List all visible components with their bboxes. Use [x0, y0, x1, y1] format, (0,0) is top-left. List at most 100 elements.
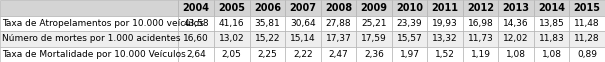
- Text: 2008: 2008: [325, 3, 352, 13]
- Text: Taxa de Atropelamentos por 10.000 veículos: Taxa de Atropelamentos por 10.000 veícul…: [2, 19, 204, 28]
- Text: 2,05: 2,05: [222, 50, 242, 59]
- Text: 17,59: 17,59: [361, 34, 387, 43]
- Bar: [321, 0, 356, 16]
- Text: 11,83: 11,83: [539, 34, 564, 43]
- Bar: [214, 0, 250, 16]
- Text: 16,60: 16,60: [183, 34, 209, 43]
- Text: 2006: 2006: [254, 3, 281, 13]
- Text: 2,22: 2,22: [293, 50, 313, 59]
- Bar: [534, 31, 569, 46]
- Text: 2011: 2011: [431, 3, 459, 13]
- Bar: [499, 16, 534, 31]
- Text: 25,21: 25,21: [361, 19, 387, 28]
- Bar: [178, 0, 214, 16]
- Text: 2015: 2015: [574, 3, 601, 13]
- Text: Número de mortes por 1.000 acidentes: Número de mortes por 1.000 acidentes: [2, 34, 181, 43]
- Bar: [569, 31, 605, 46]
- Bar: [214, 31, 250, 46]
- Text: Taxa de Mortalidade por 10.000 Veículos: Taxa de Mortalidade por 10.000 Veículos: [2, 50, 186, 59]
- Bar: [178, 16, 214, 31]
- Bar: [534, 0, 569, 16]
- Bar: [534, 16, 569, 31]
- Bar: [249, 46, 285, 62]
- Text: 11,28: 11,28: [574, 34, 600, 43]
- Bar: [356, 31, 392, 46]
- Bar: [569, 16, 605, 31]
- Text: 1,19: 1,19: [471, 50, 491, 59]
- Text: 2,47: 2,47: [329, 50, 348, 59]
- Text: 12,02: 12,02: [503, 34, 529, 43]
- Text: 2012: 2012: [467, 3, 494, 13]
- Text: 41,16: 41,16: [219, 19, 244, 28]
- Bar: [249, 0, 285, 16]
- Text: 0,89: 0,89: [577, 50, 597, 59]
- Text: 2,36: 2,36: [364, 50, 384, 59]
- Text: 2007: 2007: [289, 3, 316, 13]
- Text: 19,93: 19,93: [432, 19, 458, 28]
- Bar: [178, 46, 214, 62]
- Bar: [499, 0, 534, 16]
- Bar: [0, 31, 178, 46]
- Text: 15,14: 15,14: [290, 34, 316, 43]
- Bar: [214, 16, 250, 31]
- Text: 1,08: 1,08: [506, 50, 526, 59]
- Bar: [463, 0, 499, 16]
- Text: 2004: 2004: [183, 3, 210, 13]
- Bar: [321, 46, 356, 62]
- Text: 17,37: 17,37: [325, 34, 352, 43]
- Text: 2014: 2014: [538, 3, 565, 13]
- Text: 13,32: 13,32: [432, 34, 458, 43]
- Bar: [285, 46, 321, 62]
- Bar: [427, 46, 463, 62]
- Bar: [249, 31, 285, 46]
- Text: 1,52: 1,52: [435, 50, 455, 59]
- Text: 27,88: 27,88: [325, 19, 352, 28]
- Bar: [214, 46, 250, 62]
- Text: 1,97: 1,97: [399, 50, 419, 59]
- Text: 15,57: 15,57: [397, 34, 422, 43]
- Text: 16,98: 16,98: [468, 19, 494, 28]
- Bar: [356, 16, 392, 31]
- Bar: [285, 16, 321, 31]
- Bar: [285, 31, 321, 46]
- Bar: [285, 0, 321, 16]
- Text: 14,36: 14,36: [503, 19, 529, 28]
- Bar: [356, 0, 392, 16]
- Text: 15,22: 15,22: [255, 34, 280, 43]
- Text: 2009: 2009: [361, 3, 387, 13]
- Bar: [463, 46, 499, 62]
- Bar: [499, 46, 534, 62]
- Bar: [569, 0, 605, 16]
- Bar: [321, 16, 356, 31]
- Bar: [427, 31, 463, 46]
- Text: 2013: 2013: [503, 3, 529, 13]
- Text: 13,85: 13,85: [539, 19, 564, 28]
- Text: 2010: 2010: [396, 3, 423, 13]
- Text: 11,48: 11,48: [574, 19, 600, 28]
- Bar: [178, 31, 214, 46]
- Bar: [534, 46, 569, 62]
- Text: 30,64: 30,64: [290, 19, 316, 28]
- Text: 2,25: 2,25: [258, 50, 277, 59]
- Bar: [463, 31, 499, 46]
- Text: 1,08: 1,08: [541, 50, 561, 59]
- Bar: [391, 0, 427, 16]
- Text: 11,73: 11,73: [468, 34, 494, 43]
- Bar: [463, 16, 499, 31]
- Bar: [499, 31, 534, 46]
- Bar: [0, 0, 178, 16]
- Text: 2005: 2005: [218, 3, 245, 13]
- Bar: [249, 16, 285, 31]
- Text: 13,02: 13,02: [219, 34, 244, 43]
- Text: 23,39: 23,39: [397, 19, 422, 28]
- Bar: [391, 16, 427, 31]
- Bar: [427, 0, 463, 16]
- Bar: [321, 31, 356, 46]
- Bar: [569, 46, 605, 62]
- Bar: [356, 46, 392, 62]
- Text: 43,58: 43,58: [183, 19, 209, 28]
- Text: 2,64: 2,64: [186, 50, 206, 59]
- Bar: [0, 16, 178, 31]
- Bar: [391, 31, 427, 46]
- Text: 35,81: 35,81: [255, 19, 280, 28]
